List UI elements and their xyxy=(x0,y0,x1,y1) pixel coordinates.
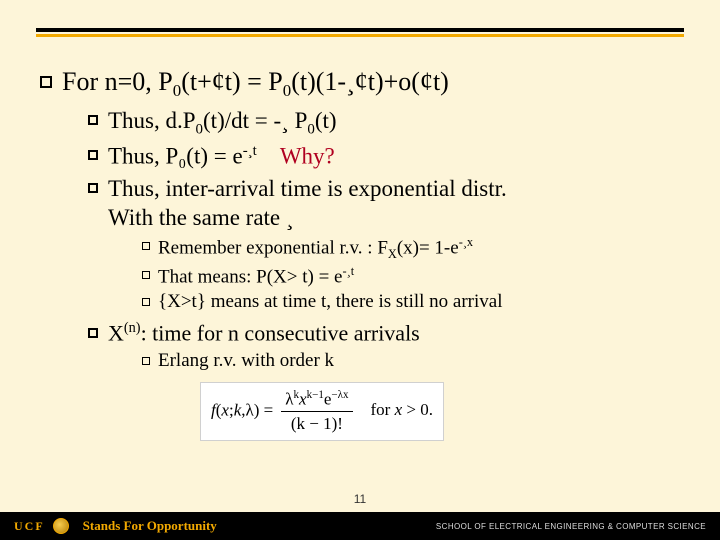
slide: For n=0, P0(t+¢t) = P0(t)(1-¸¢t)+o(¢t) T… xyxy=(0,0,720,540)
square-bullet-icon xyxy=(88,328,98,338)
lvl3b-text: That means: P(X> t) = e-¸t xyxy=(158,264,354,289)
lvl2d-text: X(n): time for n consecutive arrivals xyxy=(108,320,420,346)
ucf-wordmark: UCF xyxy=(14,519,45,534)
square-bullet-icon xyxy=(142,357,150,365)
level2-group: Thus, d.P0(t)/dt = -¸ P0(t) Thus, P₀(t) … xyxy=(88,107,684,232)
page-number: 11 xyxy=(0,492,720,506)
ucf-seal-icon xyxy=(53,518,69,534)
bullet-level2: Thus, inter-arrival time is exponential … xyxy=(88,175,684,233)
level3-group: Remember exponential r.v. : FX(x)= 1-e-¸… xyxy=(142,235,684,314)
rule-black xyxy=(36,28,684,32)
square-bullet-icon xyxy=(88,115,98,125)
formula-fraction: λkxk−1e−λx (k − 1)! xyxy=(281,389,352,435)
lvl3a-text: Remember exponential r.v. : FX(x)= 1-e-¸… xyxy=(158,235,473,262)
square-bullet-icon xyxy=(142,242,150,250)
formula-lhs: f(x;k,λ) = xyxy=(211,400,273,419)
ucf-slogan: Stands For Opportunity xyxy=(83,518,217,534)
square-bullet-icon xyxy=(40,76,52,88)
bullet-level2: Thus, d.P0(t)/dt = -¸ P0(t) xyxy=(88,107,684,139)
formula-image: f(x;k,λ) = λkxk−1e−λx (k − 1)! for x > 0… xyxy=(200,382,444,442)
lvl2b-text: Thus, P₀(t) = e-¸t Why? xyxy=(108,142,335,171)
bullet-level3: {X>t} means at time t, there is still no… xyxy=(142,291,684,314)
lvl3c-text: {X>t} means at time t, there is still no… xyxy=(158,291,503,314)
square-bullet-icon xyxy=(142,271,150,279)
lvl2a-text: Thus, d.P0(t)/dt = -¸ P0(t) xyxy=(108,107,337,139)
square-bullet-icon xyxy=(142,298,150,306)
lvl1-text: For n=0, P0(t+¢t) = P0(t)(1-¸¢t)+o(¢t) xyxy=(62,67,449,101)
lvl3d-text: Erlang r.v. with order k xyxy=(158,350,334,372)
bullet-level3: Remember exponential r.v. : FX(x)= 1-e-¸… xyxy=(142,235,684,262)
formula-denominator: (k − 1)! xyxy=(281,412,352,434)
bullet-level3: Erlang r.v. with order k xyxy=(142,350,684,372)
square-bullet-icon xyxy=(88,150,98,160)
square-bullet-icon xyxy=(88,183,98,193)
bullet-level3: That means: P(X> t) = e-¸t xyxy=(142,264,684,289)
formula-condition: for x > 0. xyxy=(371,400,433,419)
bullet-level2: Thus, P₀(t) = e-¸t Why? xyxy=(88,142,684,171)
bullet-level2: X(n): time for n consecutive arrivals xyxy=(88,320,684,346)
formula-numerator: λkxk−1e−λx xyxy=(281,389,352,413)
footer-bar: UCF Stands For Opportunity SCHOOL OF ELE… xyxy=(0,512,720,540)
footer-left: UCF Stands For Opportunity xyxy=(14,518,217,534)
footer-right: SCHOOL OF ELECTRICAL ENGINEERING & COMPU… xyxy=(436,522,706,531)
rule-orange xyxy=(36,34,684,37)
bullet-level1: For n=0, P0(t+¢t) = P0(t)(1-¸¢t)+o(¢t) xyxy=(40,67,684,101)
why-annotation: Why? xyxy=(280,144,335,169)
lvl2c-text: Thus, inter-arrival time is exponential … xyxy=(108,175,507,233)
